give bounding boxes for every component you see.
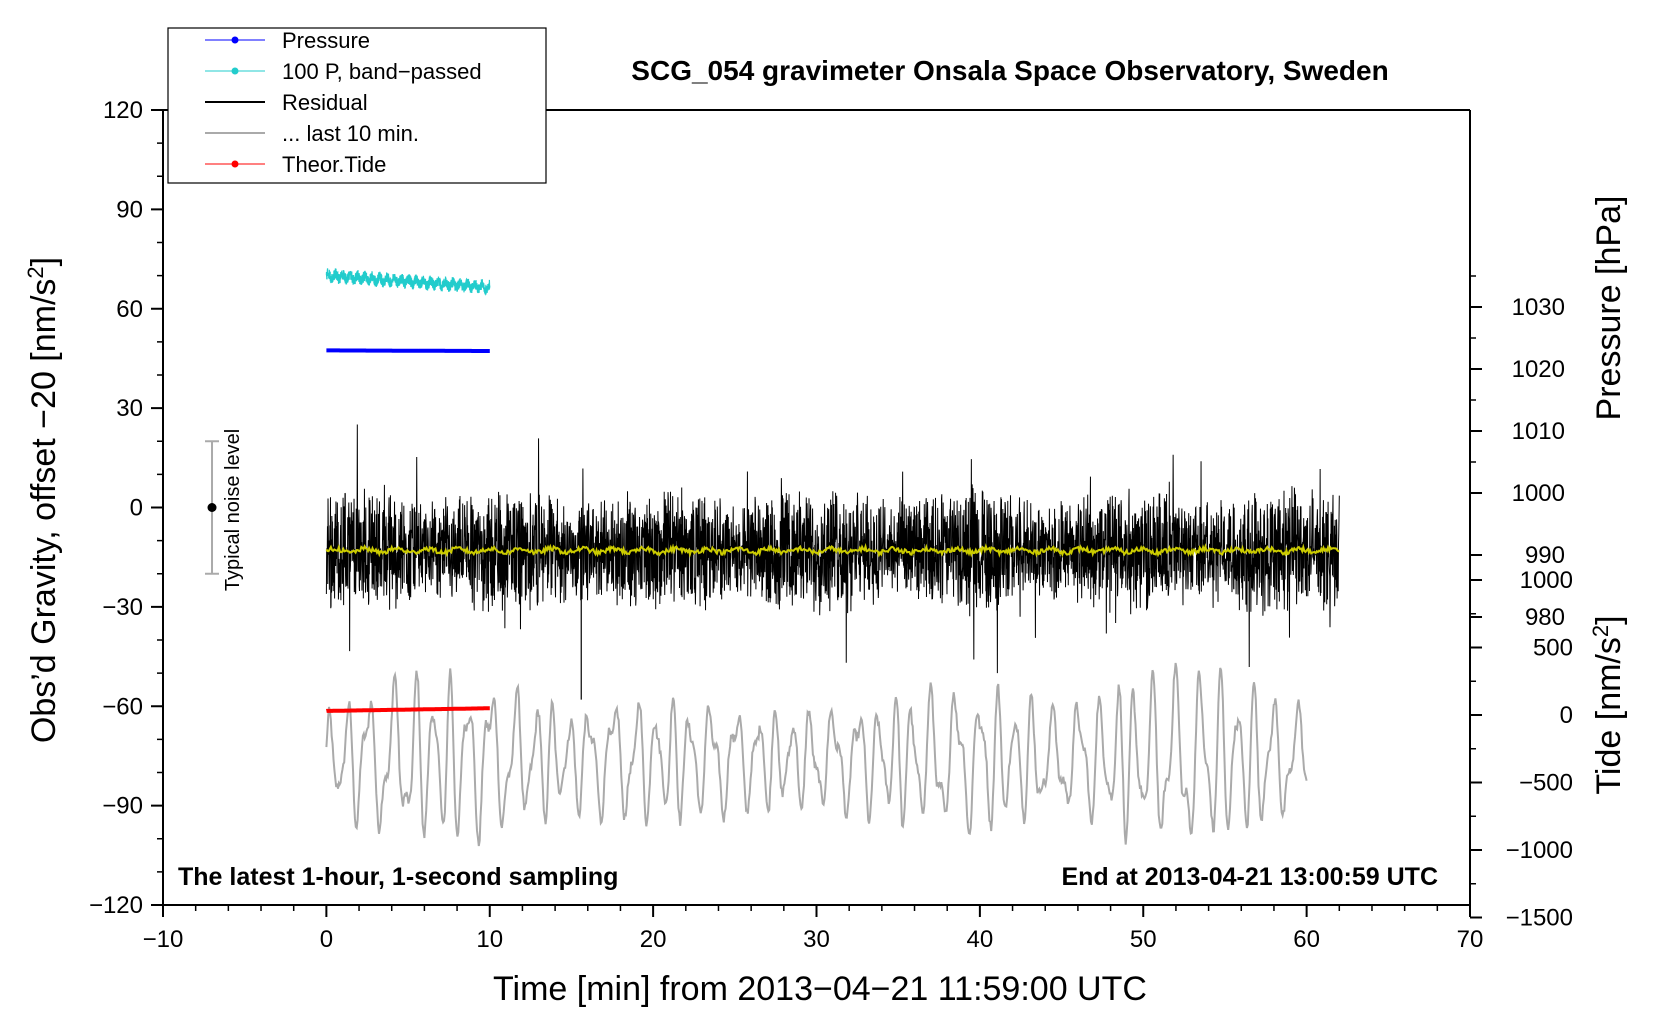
x-tick-label: 60 <box>1293 926 1320 953</box>
tide-tick-label: −1500 <box>1506 905 1573 932</box>
y-tick-label: 90 <box>116 196 143 223</box>
legend-swatch-marker <box>231 160 239 168</box>
legend-label: Pressure <box>282 28 370 53</box>
x-tick-label: 50 <box>1130 926 1157 953</box>
tide-label-end: ] <box>1590 615 1628 624</box>
legend-label: Theor.Tide <box>282 152 386 177</box>
y-axis-label-tide: Tide [nm/s2] <box>1588 615 1629 794</box>
x-tick-label: 70 <box>1457 926 1484 953</box>
residual-smoothed-line <box>325 542 1340 559</box>
tide-tick-label: 0 <box>1560 702 1573 729</box>
note-end-time: End at 2013-04-21 13:00:59 UTC <box>1061 863 1438 891</box>
tide-tick-label: −1000 <box>1506 837 1573 864</box>
axis-ticks: −10 0 10 20 30 40 50 60 701209060300−30−60−90−12… <box>89 97 1573 953</box>
tide-label-sup: 2 <box>1588 625 1613 637</box>
legend-label: Residual <box>282 90 368 115</box>
y-axis-label-main: Obs’d Gravity, offset −20 [nm/s <box>25 279 63 744</box>
y-tick-label: 60 <box>116 296 143 323</box>
pressure-line <box>326 348 490 353</box>
legend-swatch-marker <box>231 67 239 75</box>
y-tick-label: −30 <box>102 594 143 621</box>
y-axis-label-end: ] <box>25 257 63 266</box>
y-tick-label: −90 <box>102 793 143 820</box>
legend-box <box>167 27 547 184</box>
pressure-tick-label: 1000 <box>1512 480 1565 507</box>
pressure-tick-label: 1030 <box>1512 294 1565 321</box>
theoretical-tide-line <box>326 706 490 713</box>
y-tick-label: 0 <box>130 495 143 522</box>
pressure-tick-label: 1020 <box>1512 356 1565 383</box>
x-tick-label: 30 <box>803 926 830 953</box>
tide-tick-label: 1000 <box>1520 567 1573 594</box>
x-axis-label: Time [min] from 2013−04−21 11:59:00 UTC <box>493 970 1147 1008</box>
note-sampling: The latest 1-hour, 1-second sampling <box>178 863 618 891</box>
y-tick-label: −120 <box>89 892 143 919</box>
chart-title: SCG_054 gravimeter Onsala Space Observat… <box>631 55 1388 86</box>
y-axis-label-pressure: Pressure [hPa] <box>1590 196 1628 421</box>
legend-swatch-marker <box>231 36 239 44</box>
x-tick-label: 10 <box>476 926 503 953</box>
y-axis-label-sup: 2 <box>23 266 48 278</box>
legend-label: ... last 10 min. <box>282 121 419 146</box>
band-passed-pressure-line <box>325 267 491 296</box>
pressure-tick-label: 980 <box>1525 604 1565 631</box>
tide-tick-label: −500 <box>1519 770 1573 797</box>
x-tick-label: −10 <box>143 926 184 953</box>
noise-level-label: Typical noise level <box>222 429 244 591</box>
pressure-tick-label: 1010 <box>1512 418 1565 445</box>
tide-label-main: Tide [nm/s <box>1590 637 1628 794</box>
y-axis-label-left: Obs’d Gravity, offset −20 [nm/s2] <box>23 257 64 743</box>
y-tick-label: −60 <box>102 693 143 720</box>
y-tick-label: 30 <box>116 395 143 422</box>
legend-label: 100 P, band−passed <box>282 59 482 84</box>
x-tick-label: 40 <box>967 926 994 953</box>
tide-tick-label: 500 <box>1533 635 1573 662</box>
noise-center-dot <box>207 503 217 512</box>
series-layer <box>325 267 1340 847</box>
last-10-min-line <box>325 662 1308 847</box>
residual-line <box>325 424 1340 674</box>
y-tick-label: 120 <box>103 97 143 124</box>
noise-level-indicator: Typical noise level <box>205 429 244 591</box>
legend: Pressure 100 P, band−passed Residual ... la… <box>167 27 547 184</box>
x-tick-label: 20 <box>640 926 667 953</box>
pressure-tick-label: 990 <box>1525 542 1565 569</box>
x-tick-label: 0 <box>320 926 333 953</box>
